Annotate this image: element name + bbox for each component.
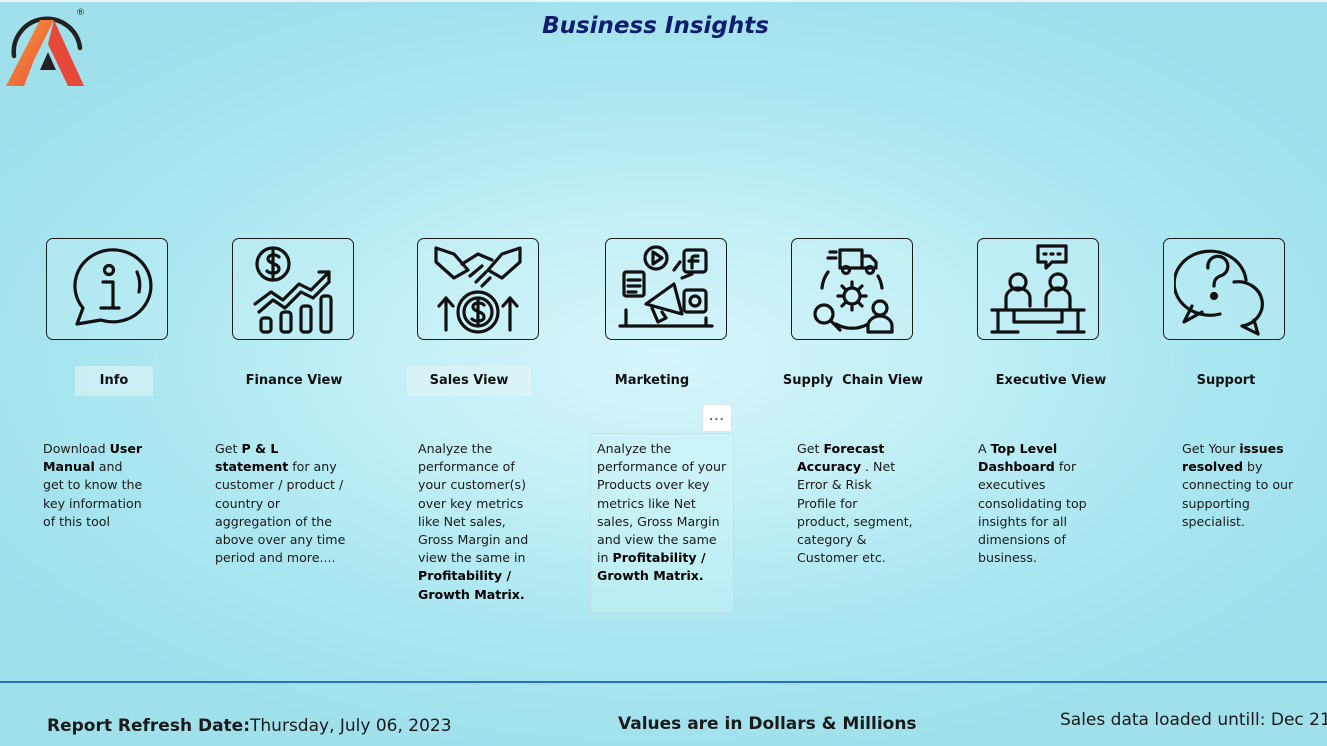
registered-mark: ®	[76, 8, 85, 18]
marketing-label[interactable]: Marketing	[614, 373, 690, 388]
sales-tile-button[interactable]	[417, 238, 539, 340]
finance-growth-icon	[253, 246, 333, 334]
marketing-description-focus-box	[590, 433, 734, 613]
values-note: Values are in Dollars & Millions	[618, 714, 917, 734]
supply-chain-description: Get Forecast Accuracy . Net Error & Risk…	[797, 441, 913, 566]
finance-tile-button[interactable]	[232, 238, 354, 340]
supply-chain-icon	[813, 248, 894, 334]
support-description: Get Your issues resolved by connecting t…	[1182, 441, 1294, 529]
footer-divider	[0, 681, 1327, 683]
sales-description: Analyze the performance of your customer…	[418, 441, 529, 602]
finance-view-label[interactable]: Finance View	[245, 373, 343, 388]
executive-view-label[interactable]: Executive View	[995, 373, 1107, 388]
executive-description: A Top Level Dashboard for executives con…	[978, 441, 1087, 566]
support-question-icon	[1174, 249, 1264, 336]
executive-meeting-icon	[990, 244, 1086, 334]
marketing-megaphone-icon	[618, 245, 714, 328]
support-tile-button[interactable]	[1163, 238, 1285, 340]
supply-chain-view-label[interactable]: Supply Chain View	[782, 373, 924, 388]
info-description: Download User Manual and get to know the…	[43, 441, 143, 529]
handshake-dollar-icon	[434, 246, 522, 334]
marketing-tile-button[interactable]	[605, 238, 727, 340]
top-edge	[0, 0, 1327, 2]
more-options-button[interactable]: ⋯	[702, 404, 732, 432]
page-title: Business Insights	[542, 13, 769, 39]
marketing-description: Analyze the performance of your Products…	[597, 441, 727, 584]
refresh-date-value: Thursday, July 06, 2023	[250, 716, 452, 736]
info-label[interactable]: Info	[75, 366, 153, 396]
refresh-date-label: Report Refresh Date:	[47, 716, 251, 736]
executive-tile-button[interactable]	[977, 238, 1099, 340]
info-chat-icon	[73, 248, 153, 326]
report-refresh-date: Report Refresh Date:Thursday, July 06, 2…	[47, 716, 452, 736]
support-label[interactable]: Support	[1196, 373, 1256, 388]
company-logo: ®	[4, 8, 88, 88]
finance-description: Get P & L statement for any customer / p…	[215, 441, 346, 566]
info-tile-button[interactable]	[46, 238, 168, 340]
supply-chain-tile-button[interactable]	[791, 238, 913, 340]
sales-view-label[interactable]: Sales View	[407, 366, 531, 396]
sales-data-loaded: Sales data loaded untill: Dec 21	[1060, 710, 1327, 730]
